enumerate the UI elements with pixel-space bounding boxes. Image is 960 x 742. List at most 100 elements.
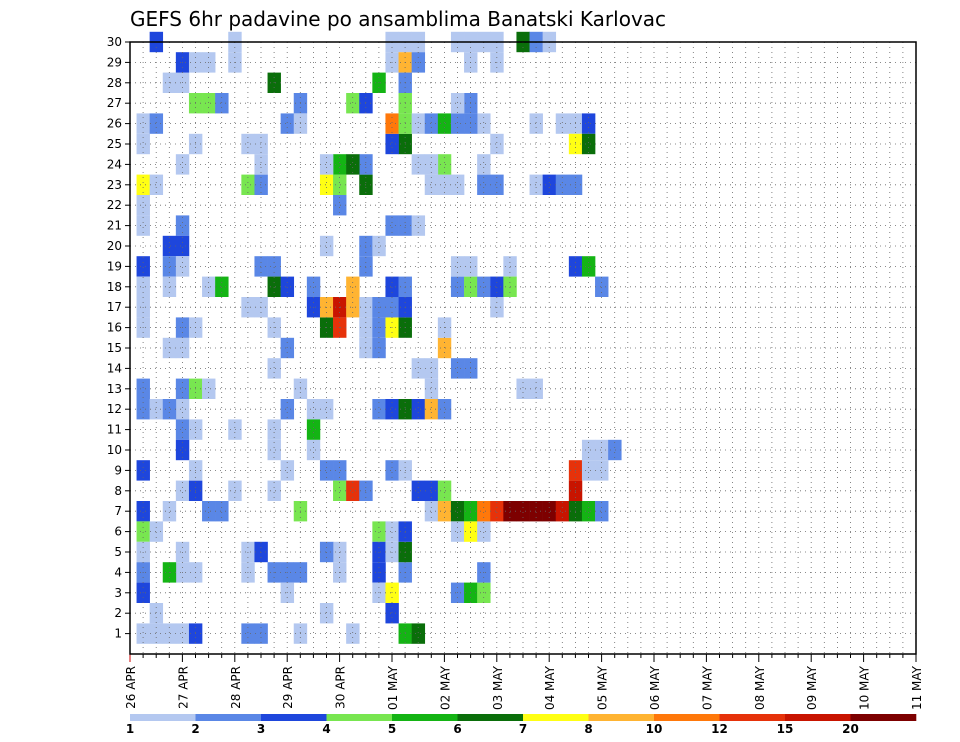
heatmap-cell <box>385 603 399 624</box>
heatmap-cell <box>346 623 360 644</box>
heatmap-cell <box>608 439 622 461</box>
y-tick-label: 25 <box>107 137 122 151</box>
y-tick-label: 20 <box>107 239 122 253</box>
heatmap-cell <box>136 501 150 522</box>
colorbar-label: 12 <box>711 722 728 736</box>
x-tick-label: 09 MAY <box>805 665 819 710</box>
heatmap-cell <box>490 501 504 522</box>
heatmap-cell <box>162 623 177 644</box>
y-tick-label: 26 <box>107 117 122 131</box>
heatmap-cell <box>136 113 150 134</box>
heatmap-cell <box>581 501 596 522</box>
colorbar-label: 15 <box>777 722 794 736</box>
chart-title: GEFS 6hr padavine po ansamblima Banatski… <box>130 7 666 31</box>
heatmap-cell <box>175 439 190 461</box>
heatmap-cell <box>450 93 465 114</box>
x-tick-label: 28 APR <box>229 666 243 709</box>
y-tick-label: 12 <box>107 402 122 416</box>
heatmap-cell <box>346 276 360 297</box>
heatmap-cell <box>411 358 426 379</box>
heatmap-cell <box>595 501 609 522</box>
colorbar-label: 3 <box>257 722 265 736</box>
heatmap-cell <box>581 133 596 155</box>
y-tick-label: 16 <box>107 321 122 335</box>
heatmap-cell <box>319 399 334 420</box>
heatmap-cell <box>175 480 190 501</box>
heatmap-cell <box>136 378 150 399</box>
heatmap-cell <box>385 133 399 155</box>
heatmap-cell <box>175 235 190 257</box>
heatmap-cell <box>319 603 334 624</box>
heatmap-cell <box>202 501 216 522</box>
heatmap-cell <box>241 133 255 155</box>
heatmap-cell <box>136 399 150 420</box>
heatmap-cell <box>306 419 321 440</box>
heatmap-cell <box>424 501 439 522</box>
colorbar-swatch <box>457 714 524 721</box>
colorbar-label: 6 <box>453 722 461 736</box>
heatmap-cell <box>280 276 295 297</box>
heatmap-cell <box>241 174 255 195</box>
colorbar-label: 7 <box>519 722 527 736</box>
x-tick-label: 11 MAY <box>910 665 924 710</box>
heatmap-cell <box>581 439 596 461</box>
heatmap-cell <box>411 623 426 644</box>
colorbar-label: 4 <box>322 722 330 736</box>
colorbar-swatch <box>588 714 655 721</box>
heatmap-cell <box>490 133 504 155</box>
heatmap-cell <box>136 195 150 216</box>
heatmap-cell <box>136 174 150 195</box>
y-tick-label: 13 <box>107 382 122 396</box>
colorbar-label: 20 <box>842 722 859 736</box>
colorbar-label: 8 <box>584 722 592 736</box>
heatmap-cell <box>490 276 504 297</box>
heatmap-cell <box>162 501 177 522</box>
heatmap-cell <box>411 399 426 420</box>
heatmap-cell <box>424 358 439 379</box>
y-tick-label: 3 <box>114 586 122 600</box>
y-tick-label: 30 <box>107 35 122 49</box>
heatmap-cell <box>175 256 190 277</box>
heatmap-cell <box>477 501 491 522</box>
heatmap-cell <box>424 480 439 501</box>
heatmap-cell <box>372 235 386 257</box>
y-tick-label: 1 <box>114 627 122 641</box>
colorbar-swatch <box>785 714 851 721</box>
heatmap-cell <box>385 460 399 481</box>
x-tick-label: 01 MAY <box>386 665 400 710</box>
heatmap-cell <box>411 154 426 175</box>
heatmap-cell <box>162 235 177 257</box>
heatmap-cell <box>149 603 164 624</box>
x-tick-label: 07 MAY <box>700 665 714 710</box>
colorbar-label: 10 <box>646 722 663 736</box>
x-axis-ticks: 26 APR 27 APR 28 APR 29 APR 30 APR 01 MAY 02 M… <box>124 654 924 710</box>
heatmap-cell <box>319 235 334 257</box>
heatmap-cell <box>136 623 150 644</box>
heatmap-cell <box>306 276 321 297</box>
heatmap-cell <box>241 623 255 644</box>
grid-lines <box>130 41 916 654</box>
heatmap-cell <box>346 93 360 114</box>
heatmap-cell <box>450 276 465 297</box>
heatmap-cell <box>529 174 543 195</box>
x-tick-label: 29 APR <box>281 666 295 709</box>
y-tick-label: 7 <box>114 504 122 518</box>
heatmap-cell <box>333 154 347 175</box>
x-tick-label: 27 APR <box>176 666 190 709</box>
x-tick-label: 04 MAY <box>543 665 557 710</box>
y-tick-label: 24 <box>107 157 122 171</box>
heatmap-cell <box>228 480 242 501</box>
colorbar-label: 1 <box>126 722 134 736</box>
colorbar-label: 2 <box>191 722 199 736</box>
heatmap-cell <box>254 154 268 175</box>
plot-frame <box>129 41 917 655</box>
heatmap-cell <box>306 439 321 461</box>
heatmap-cell <box>372 521 386 542</box>
heatmap-cell <box>202 93 216 114</box>
heatmap-cell <box>450 174 465 195</box>
heatmap-cell <box>346 480 360 501</box>
y-tick-label: 19 <box>107 259 122 273</box>
colorbar-swatch <box>130 714 196 721</box>
heatmap-cell <box>424 113 439 134</box>
colorbar-swatch <box>195 714 262 721</box>
